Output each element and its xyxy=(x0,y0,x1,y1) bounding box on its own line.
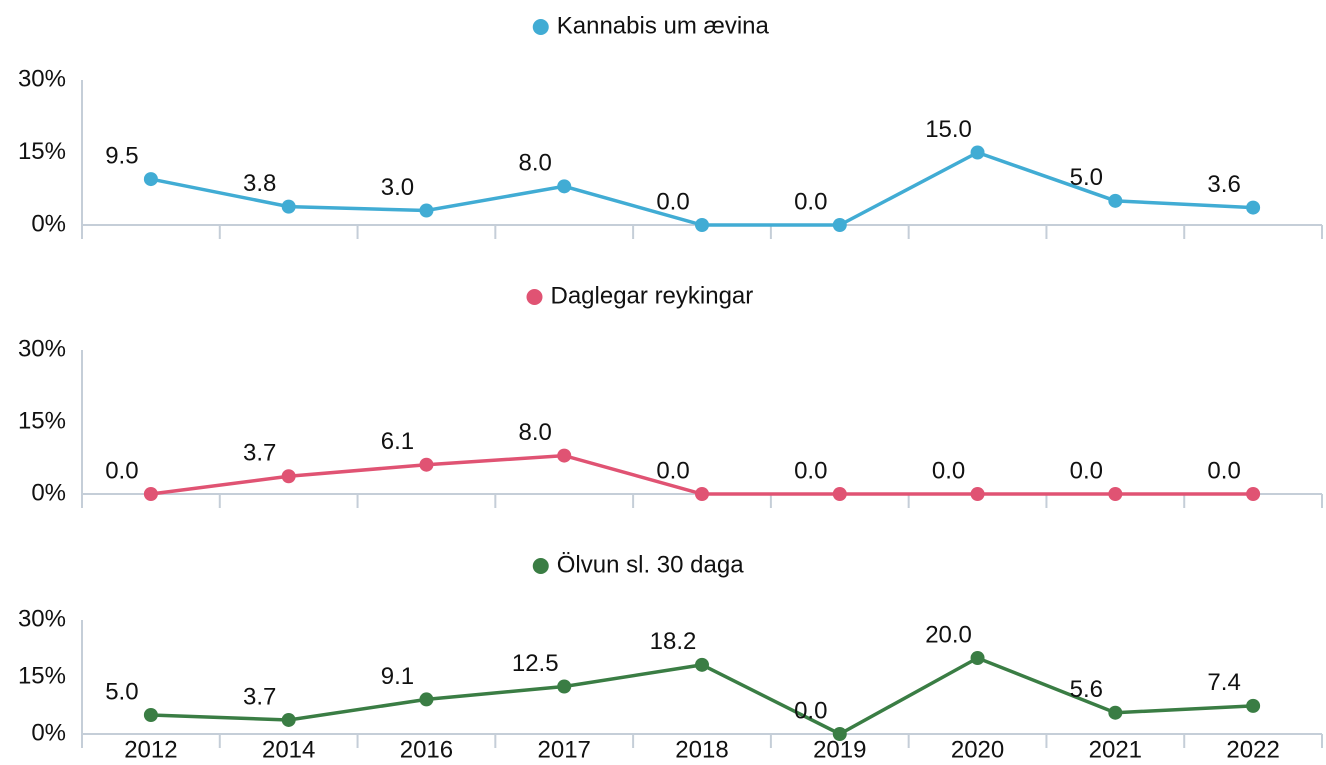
point xyxy=(143,487,158,501)
point xyxy=(419,457,434,472)
data-label: 0.0 xyxy=(656,457,689,484)
y-tick-label: 15% xyxy=(18,662,66,689)
point xyxy=(695,487,709,501)
point xyxy=(970,487,985,501)
data-label: 15.0 xyxy=(925,116,972,143)
point xyxy=(557,179,572,194)
x-tick-label: 2017 xyxy=(538,736,591,763)
data-label: 5.6 xyxy=(1070,676,1103,703)
data-label: 0.0 xyxy=(1207,457,1240,484)
data-label: 5.0 xyxy=(105,678,138,705)
data-label: 8.0 xyxy=(519,150,552,177)
x-tick-label: 2018 xyxy=(675,736,728,763)
y-tick-label: 0% xyxy=(31,719,66,746)
y-tick-label: 15% xyxy=(18,138,66,165)
point xyxy=(557,679,572,694)
data-label: 0.0 xyxy=(794,697,827,724)
y-tick-label: 0% xyxy=(31,210,66,237)
point xyxy=(1246,698,1261,713)
data-label: 0.0 xyxy=(105,457,138,484)
y-tick-label: 0% xyxy=(31,479,66,506)
data-label: 9.1 xyxy=(381,663,414,690)
data-label: 3.8 xyxy=(243,170,276,197)
point xyxy=(695,218,709,232)
y-tick-label: 30% xyxy=(18,335,66,362)
data-label: 3.6 xyxy=(1207,171,1240,198)
data-label: 6.1 xyxy=(381,428,414,455)
data-label: 0.0 xyxy=(1070,457,1103,484)
x-tick-label: 2020 xyxy=(951,736,1004,763)
data-label: 3.7 xyxy=(243,683,276,710)
legend-label: Ölvun sl. 30 daga xyxy=(557,551,744,578)
x-tick-label: 2014 xyxy=(262,736,315,763)
point xyxy=(143,172,158,187)
point xyxy=(1246,487,1261,501)
data-label: 8.0 xyxy=(519,419,552,446)
data-label: 9.5 xyxy=(105,142,138,169)
point xyxy=(970,651,985,665)
data-label: 3.0 xyxy=(381,174,414,201)
point xyxy=(695,657,709,672)
legend-marker xyxy=(532,19,549,35)
point xyxy=(419,692,434,707)
data-label: 0.0 xyxy=(794,188,827,215)
data-label: 12.5 xyxy=(512,650,559,677)
point xyxy=(832,218,847,232)
legend-marker xyxy=(526,289,543,305)
data-label: 3.7 xyxy=(243,440,276,467)
point xyxy=(419,203,434,218)
legend-label: Kannabis um ævina xyxy=(557,12,770,39)
point xyxy=(281,469,296,484)
y-tick-label: 30% xyxy=(18,65,66,92)
y-tick-label: 30% xyxy=(18,605,66,632)
point xyxy=(832,727,847,741)
legend-marker xyxy=(532,558,549,574)
data-label: 5.0 xyxy=(1070,164,1103,191)
point xyxy=(1108,193,1123,208)
data-label: 7.4 xyxy=(1207,669,1240,696)
legend-label: Daglegar reykingar xyxy=(551,282,754,309)
x-tick-label: 2012 xyxy=(124,736,177,763)
x-tick-label: 2021 xyxy=(1089,736,1142,763)
x-tick-label: 2016 xyxy=(400,736,453,763)
data-label: 20.0 xyxy=(925,621,972,648)
point xyxy=(281,712,296,727)
x-tick-label: 2022 xyxy=(1226,736,1279,763)
data-label: 0.0 xyxy=(656,188,689,215)
point xyxy=(557,448,572,463)
data-label: 0.0 xyxy=(794,457,827,484)
point xyxy=(1108,705,1123,720)
point xyxy=(1108,487,1123,501)
point xyxy=(970,145,985,160)
data-label: 0.0 xyxy=(932,457,965,484)
point xyxy=(281,199,296,214)
point xyxy=(832,487,847,501)
point xyxy=(143,708,158,722)
y-tick-label: 15% xyxy=(18,407,66,434)
point xyxy=(1246,200,1261,215)
data-label: 18.2 xyxy=(650,628,697,655)
